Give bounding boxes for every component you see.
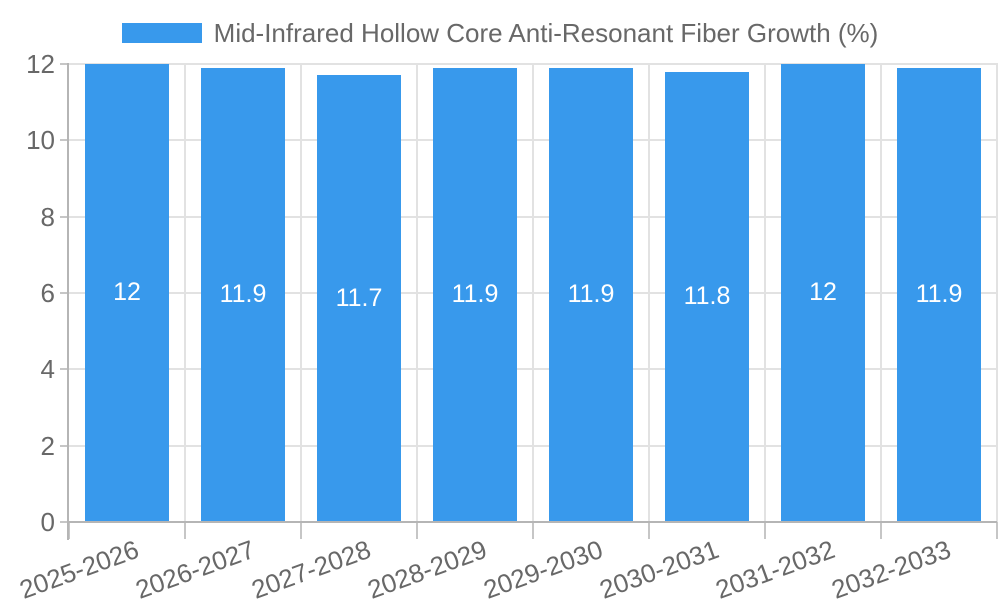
- y-tick-label: 8: [40, 201, 55, 232]
- bar-value-label: 12: [113, 278, 141, 306]
- gridline-vertical: [416, 63, 418, 522]
- legend[interactable]: Mid-Infrared Hollow Core Anti-Resonant F…: [0, 15, 1000, 51]
- y-tick-label: 2: [40, 430, 55, 461]
- x-axis-tick: [532, 522, 534, 539]
- y-axis-line: [67, 63, 69, 540]
- gridline-vertical: [532, 63, 534, 522]
- x-axis-tick: [68, 522, 70, 539]
- x-axis-tick: [416, 522, 418, 539]
- y-axis-tick: [60, 139, 68, 142]
- legend-swatch-icon: [121, 23, 202, 43]
- bar-2027-2028[interactable]: 11.7: [317, 75, 401, 521]
- gridline-vertical: [648, 63, 650, 522]
- y-tick-label: 10: [26, 125, 55, 156]
- bar-2032-2033[interactable]: 11.9: [897, 67, 981, 521]
- gridline-vertical: [184, 63, 186, 522]
- y-axis-tick: [60, 444, 68, 447]
- bar-value-label: 12: [809, 278, 837, 306]
- bar-2029-2030[interactable]: 11.9: [549, 67, 633, 521]
- legend-label: Mid-Infrared Hollow Core Anti-Resonant F…: [213, 17, 879, 48]
- y-axis-tick: [60, 292, 68, 294]
- y-axis-tick: [60, 215, 68, 218]
- x-axis-tick: [880, 522, 882, 539]
- bar-value-label: 11.9: [915, 279, 963, 308]
- x-axis-tick: [764, 522, 766, 539]
- gridline-vertical: [300, 63, 302, 522]
- y-tick-label: 6: [40, 278, 55, 308]
- bar-2025-2026[interactable]: 12: [85, 64, 169, 521]
- bar-value-label: 11.9: [219, 279, 267, 308]
- y-tick-label: 4: [40, 354, 55, 385]
- y-tick-label: 12: [26, 49, 55, 79]
- bar-2028-2029[interactable]: 11.9: [433, 67, 517, 521]
- x-axis-tick: [184, 522, 186, 539]
- gridline-vertical: [764, 63, 766, 522]
- bar-2030-2031[interactable]: 11.8: [665, 71, 749, 521]
- y-axis-tick: [60, 521, 68, 523]
- y-axis-tick: [60, 63, 68, 65]
- x-axis-tick: [300, 522, 302, 539]
- y-axis-tick: [60, 368, 68, 371]
- x-axis-line: [67, 521, 997, 523]
- bar-value-label: 11.9: [451, 279, 499, 308]
- x-axis-tick: [996, 522, 998, 539]
- bar-2026-2027[interactable]: 11.9: [201, 67, 285, 521]
- bar-value-label: 11.7: [335, 283, 383, 312]
- x-axis-tick: [648, 522, 650, 539]
- bar-2031-2032[interactable]: 12: [781, 64, 865, 521]
- bar-value-label: 11.9: [567, 279, 615, 308]
- gridline-vertical: [880, 63, 882, 522]
- y-tick-label: 0: [40, 507, 55, 537]
- gridline-vertical: [996, 63, 998, 522]
- bar-value-label: 11.8: [683, 281, 731, 310]
